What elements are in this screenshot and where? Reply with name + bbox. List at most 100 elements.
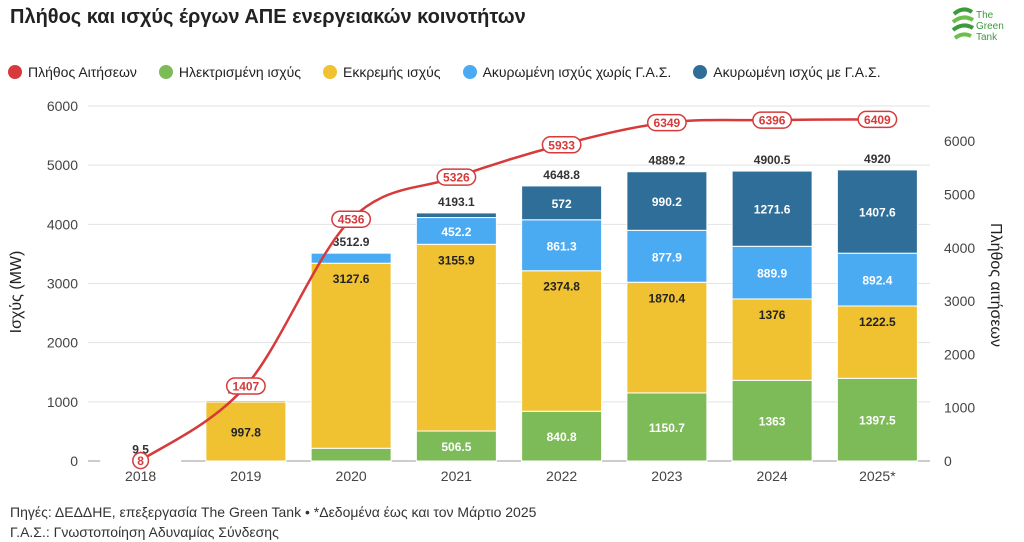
bar-data-label: 861.3 <box>547 239 577 253</box>
logo-text-green: Green <box>976 21 1004 32</box>
y2-tick-label: 0 <box>944 453 952 469</box>
bar-segment <box>310 262 392 449</box>
line-data-label: 6349 <box>654 116 681 130</box>
bar-total-label: 4920 <box>864 152 891 166</box>
y-axis-right-label: Πλήθος αιτήσεων <box>987 223 1004 347</box>
legend-item-energized[interactable]: Ηλεκτρισμένη ισχύς <box>158 64 302 80</box>
bar-data-label: 1397.5 <box>859 414 896 428</box>
legend-label: Πλήθος Αιτήσεων <box>28 64 137 80</box>
y2-tick-label: 5000 <box>944 186 975 202</box>
green-tank-logo: The Green Tank <box>950 6 1010 50</box>
bar-data-label: 572 <box>552 197 572 211</box>
line-label-bg <box>436 168 477 186</box>
bar-segment <box>310 447 392 462</box>
bar-data-label: 990.2 <box>652 195 682 209</box>
logo-text-the: The <box>976 10 994 21</box>
y-tick-label: 5000 <box>47 157 78 173</box>
bar-data-label: 877.9 <box>652 250 682 264</box>
bar-segment <box>836 377 918 462</box>
bar-segment <box>626 392 708 462</box>
legend-label: Ηλεκτρισμένη ισχύς <box>178 64 302 80</box>
line-data-label: 8 <box>137 454 144 468</box>
x-tick-label: 2021 <box>441 468 472 484</box>
legend-dot-icon <box>158 65 173 79</box>
bar-data-label: 1407.6 <box>859 206 896 220</box>
y-tick-label: 0 <box>70 453 78 469</box>
legend-dot-icon <box>693 65 708 79</box>
line-data-label: 1407 <box>233 380 260 394</box>
bar-total-label: 4193.1 <box>438 195 475 209</box>
line-label-bg <box>225 377 266 395</box>
bar-data-label: 1376 <box>759 308 786 322</box>
chart-legend: Πλήθος Αιτήσεων Ηλεκτρισμένη ισχύς Εκκρε… <box>8 64 881 80</box>
x-tick-label: 2025* <box>859 468 896 484</box>
line-label-bg <box>857 110 898 129</box>
line-data-label: 5933 <box>548 138 575 152</box>
bar-segment <box>731 379 813 462</box>
line-data-label: 5326 <box>443 171 470 185</box>
bar-segment <box>626 281 708 394</box>
line-label-bg <box>132 451 150 470</box>
bar-data-label: 840.8 <box>547 430 577 444</box>
bar-segment <box>310 252 392 264</box>
bar-segment <box>836 169 918 254</box>
x-tick-label: 2024 <box>757 468 788 484</box>
bar-segment <box>415 430 497 462</box>
bar-segment <box>100 459 182 462</box>
bar-data-label: 3155.9 <box>438 253 475 267</box>
bar-segment <box>205 401 287 462</box>
bar-data-label: 892.4 <box>862 274 892 288</box>
logo-mark-icon <box>951 7 975 40</box>
x-tick-label: 2022 <box>546 468 577 484</box>
y2-tick-label: 1000 <box>944 400 975 416</box>
bar-data-label: 997.8 <box>231 425 261 439</box>
x-tick-label: 2018 <box>125 468 156 484</box>
line-label-bg <box>646 113 687 132</box>
legend-item-cancelled-with-gas[interactable]: Ακυρωμένη ισχύς με Γ.Α.Σ. <box>693 64 881 80</box>
bar-segment <box>521 185 603 221</box>
y2-tick-label: 4000 <box>944 240 975 256</box>
line-label-bg <box>541 136 582 154</box>
bar-total-label: 4900.5 <box>754 153 791 167</box>
bar-segment <box>521 410 603 462</box>
legend-item-cancelled-without-gas[interactable]: Ακυρωμένη ισχύς χωρίς Γ.Α.Σ. <box>462 64 671 80</box>
bar-segment <box>626 229 708 283</box>
legend-item-pending[interactable]: Εκκρεμής ισχύς <box>323 64 441 80</box>
legend-dot-icon <box>462 65 477 79</box>
bar-data-label: 1150.7 <box>649 421 685 435</box>
legend-dot-icon <box>8 65 22 79</box>
bar-segment <box>415 243 497 432</box>
x-tick-label: 2023 <box>651 468 682 484</box>
bar-data-label: 1870.4 <box>649 291 686 305</box>
bar-segment <box>626 171 708 231</box>
bar-segment <box>731 170 813 247</box>
bar-data-label: 1271.6 <box>754 203 791 217</box>
bar-total-label: 3512.9 <box>333 235 370 249</box>
bar-data-label: 1222.5 <box>859 315 896 329</box>
bar-data-label: 452.2 <box>441 225 471 239</box>
bar-segment <box>731 245 813 300</box>
y-tick-label: 4000 <box>47 216 78 232</box>
legend-label: Ακυρωμένη ισχύς με Γ.Α.Σ. <box>713 64 881 80</box>
bar-data-label: 506.5 <box>441 440 471 454</box>
y2-tick-label: 2000 <box>944 346 975 362</box>
bar-segment <box>415 217 497 245</box>
bar-segment <box>205 399 287 403</box>
abbreviation-note: Γ.Α.Σ.: Γνωστοποίηση Αδυναμίας Σύνδεσης <box>10 524 279 540</box>
bar-segment <box>836 252 918 307</box>
y-tick-label: 6000 <box>47 98 78 114</box>
legend-item-applications[interactable]: Πλήθος Αιτήσεων <box>8 64 137 80</box>
x-tick-label: 2019 <box>230 468 261 484</box>
y2-tick-label: 6000 <box>944 133 975 149</box>
applications-line <box>139 118 878 462</box>
line-data-label: 4536 <box>338 213 365 227</box>
y2-tick-label: 3000 <box>944 293 975 309</box>
legend-label: Εκκρεμής ισχύς <box>343 64 441 80</box>
bar-data-label: 2374.8 <box>543 280 580 294</box>
legend-dot-icon <box>323 65 338 79</box>
bar-segment <box>731 298 813 381</box>
logo-text-tank: Tank <box>976 32 998 43</box>
bar-segment <box>836 305 918 379</box>
source-note: Πηγές: ΔΕΔΔΗΕ, επεξεργασία The Green Tan… <box>10 504 537 520</box>
